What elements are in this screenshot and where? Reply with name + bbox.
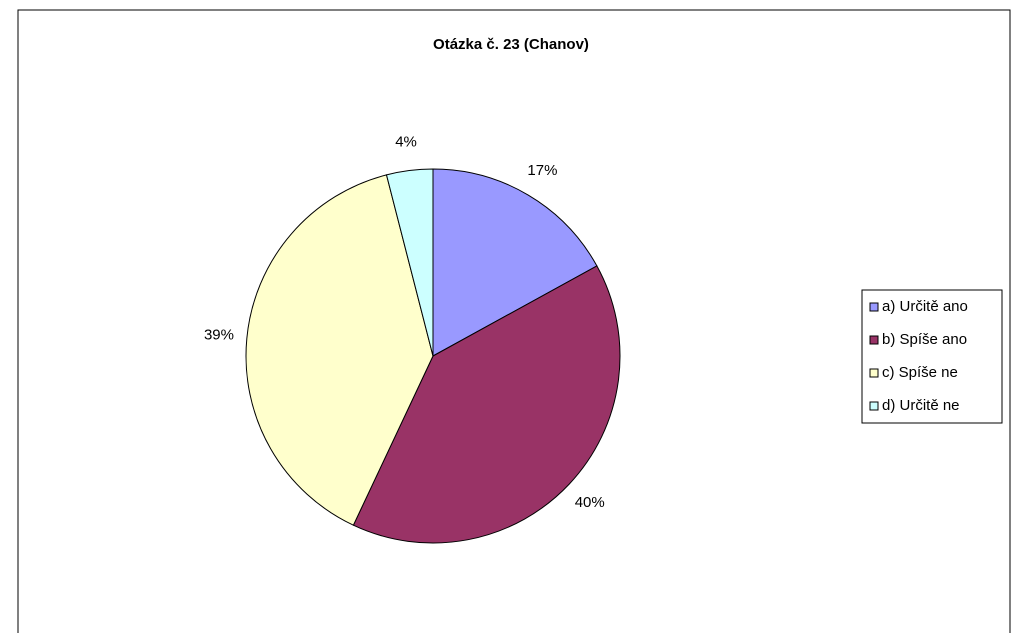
- chart-title: Otázka č. 23 (Chanov): [433, 36, 589, 53]
- data-label: 39%: [204, 327, 234, 344]
- legend-swatch: [869, 401, 879, 411]
- data-label: 17%: [527, 162, 557, 179]
- legend-label: c) Spíše ne: [882, 364, 958, 381]
- data-label: 4%: [395, 134, 417, 151]
- legend-label: d) Určitě ne: [882, 397, 960, 414]
- data-label: 40%: [575, 494, 605, 511]
- legend-label: a) Určitě ano: [882, 298, 968, 315]
- legend-swatch: [869, 302, 879, 312]
- legend-label: b) Spíše ano: [882, 331, 967, 348]
- pie-slice: [245, 174, 434, 526]
- pie-slice: [432, 168, 598, 357]
- pie-slice: [385, 168, 434, 357]
- legend-swatch: [869, 335, 879, 345]
- legend-box: [861, 289, 1003, 424]
- chart-frame: [17, 9, 1011, 633]
- legend-swatch: [869, 368, 879, 378]
- pie-slice: [352, 265, 621, 544]
